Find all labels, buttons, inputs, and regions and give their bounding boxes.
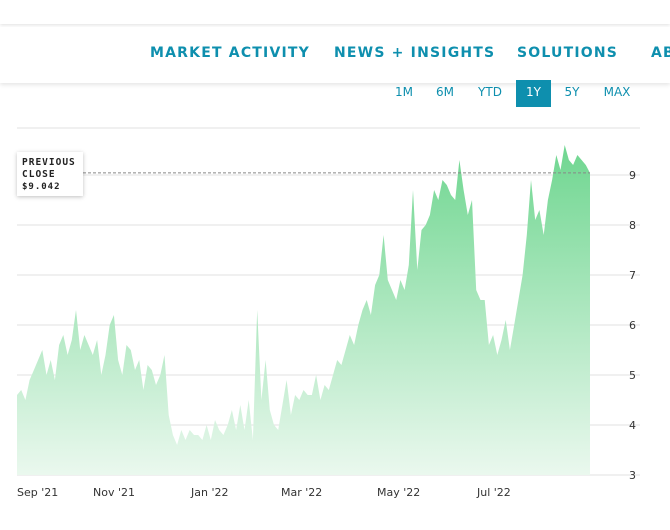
range-5y[interactable]: 5Y xyxy=(564,85,580,99)
y-tick-label: 3 xyxy=(629,469,636,482)
nav-market-activity[interactable]: MARKET ACTIVITY xyxy=(150,45,310,61)
y-tick-label: 9 xyxy=(629,169,636,182)
previous-close-label-1: PREVIOUS xyxy=(22,157,76,168)
range-ytd[interactable]: YTD xyxy=(478,85,502,99)
price-area-fill xyxy=(17,145,590,475)
y-tick-label: 5 xyxy=(629,369,636,382)
previous-close-value: $9.042 xyxy=(22,182,61,192)
x-tick-label: Mar '22 xyxy=(281,486,322,499)
nav-news-insights[interactable]: NEWS + INSIGHTS xyxy=(334,45,496,61)
previous-close-tooltip: PREVIOUS CLOSE $9.042 xyxy=(17,152,83,196)
main-nav: MARKET ACTIVITY NEWS + INSIGHTS SOLUTION… xyxy=(0,27,670,83)
range-1m[interactable]: 1M xyxy=(395,85,413,99)
top-strip xyxy=(0,0,670,24)
nav-solutions[interactable]: SOLUTIONS xyxy=(517,45,619,61)
y-tick-label: 6 xyxy=(629,319,636,332)
x-tick-label: Jan '22 xyxy=(190,486,228,499)
x-tick-label: May '22 xyxy=(377,486,420,499)
price-area xyxy=(17,145,590,475)
previous-close-label-2: CLOSE xyxy=(22,169,56,180)
x-tick-label: Jul '22 xyxy=(476,486,511,499)
y-axis: 3 4 5 6 7 8 9 xyxy=(629,169,636,482)
y-tick-label: 7 xyxy=(629,269,636,282)
x-tick-label: Nov '21 xyxy=(93,486,135,499)
y-tick-label: 8 xyxy=(629,219,636,232)
range-6m[interactable]: 6M xyxy=(436,85,454,99)
range-1y[interactable]: 1Y xyxy=(516,80,551,107)
range-max[interactable]: MAX xyxy=(603,85,631,99)
x-axis: Sep '21 Nov '21 Jan '22 Mar '22 May '22 Jul '… xyxy=(17,486,511,499)
x-tick-label: Sep '21 xyxy=(17,486,58,499)
nav-about[interactable]: ABOUT xyxy=(651,45,670,61)
y-tick-label: 4 xyxy=(629,419,636,432)
